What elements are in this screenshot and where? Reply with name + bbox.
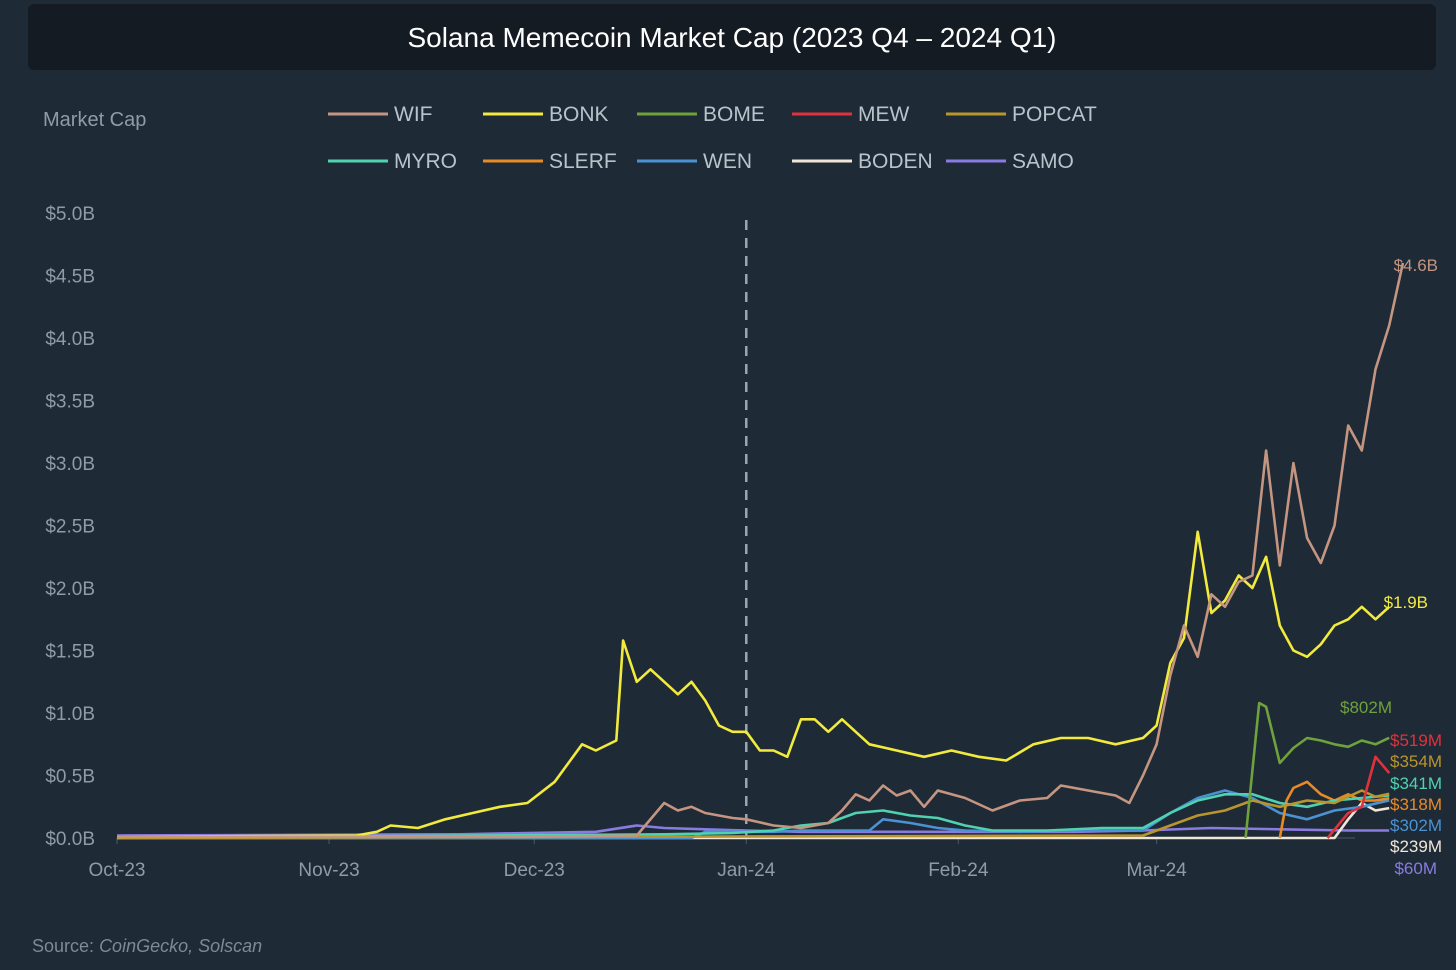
y-tick-label: $3.0B [45,454,95,475]
end-label-myro: $341M [1390,774,1442,793]
series-line-bonk [116,530,1391,839]
y-tick-label: $2.0B [45,579,95,600]
x-tick-label: Feb-24 [928,860,989,881]
source-label: Source: [32,936,95,956]
y-tick-label: $1.5B [45,642,95,663]
chart-title: Solana Memecoin Market Cap (2023 Q4 – 20… [407,22,1057,53]
x-tick-label: Dec-23 [504,860,565,881]
end-label-wen: $302M [1390,816,1442,835]
series-line-bome [1244,701,1390,839]
legend-label: BONK [549,103,609,126]
legend-label: MYRO [394,150,457,173]
y-tick-label: $1.0B [45,704,95,725]
y-tick-label: $4.5B [45,267,95,288]
legend-label: POPCAT [1012,103,1097,126]
y-tick-label: $5.0B [45,204,95,225]
legend-label: BODEN [858,150,933,173]
y-tick-label: $4.0B [45,329,95,350]
end-label-samo: $60M [1394,859,1437,878]
legend-label: BOME [703,103,765,126]
end-label-wif: $4.6B [1394,256,1438,275]
x-tick-label: Oct-23 [88,860,145,881]
legend-label: SLERF [549,150,617,173]
series-line-wif [117,262,1405,839]
source-text: CoinGecko, Solscan [99,936,263,956]
y-tick-label: $0.0B [45,829,95,850]
series-line-mew [1326,755,1391,839]
x-tick-label: Nov-23 [298,860,359,881]
legend-label: MEW [858,103,910,126]
market-cap-chart: Market Cap $0.0B $0.5B $1.0B $1.5B $2.0B $2.5B… [43,103,1442,881]
legend-label: WIF [394,103,432,126]
title-bar: Solana Memecoin Market Cap (2023 Q4 – 20… [28,4,1436,70]
y-tick-label: $3.5B [45,392,95,413]
series-line-slerf [1278,780,1390,839]
legend-label: WEN [703,150,752,173]
source-note: Source: CoinGecko, Solscan [32,936,262,957]
end-label-popcat: $354M [1390,752,1442,771]
end-label-slerf: $318M [1390,795,1442,814]
series-line-popcat [116,789,1390,840]
y-tick-label: $2.5B [45,517,95,538]
end-label-boden: $239M [1390,837,1442,856]
end-label-mew: $519M [1390,731,1442,750]
y-tick-label: $0.5B [45,767,95,788]
end-label-bonk: $1.9B [1384,593,1428,612]
y-axis-title: Market Cap [43,109,146,131]
x-tick-label: Mar-24 [1127,860,1188,881]
legend-label: SAMO [1012,150,1074,173]
end-label-bome: $802M [1340,698,1392,717]
x-tick-label: Jan-24 [717,860,776,881]
